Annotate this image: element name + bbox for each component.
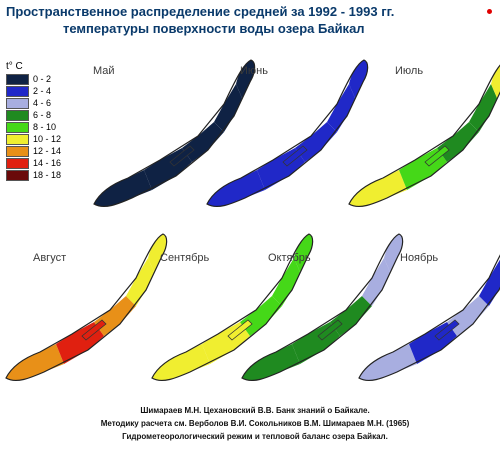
- lake-shoreline: [348, 64, 500, 208]
- legend-item: 12 - 14: [6, 145, 68, 157]
- lake-map: [5, 233, 168, 382]
- temperature-zone: [240, 296, 282, 336]
- legend-label: 0 - 2: [33, 74, 52, 84]
- lake-map: [348, 64, 500, 208]
- north-basin-zone: [294, 234, 313, 272]
- month-label: Ноябрь: [400, 252, 438, 264]
- temperature-zone: [447, 296, 489, 336]
- legend-swatch: [6, 85, 29, 97]
- olkhon-island: [424, 145, 450, 167]
- red-dot-marker: [487, 9, 492, 14]
- temperature-zone: [362, 258, 390, 306]
- month-label: Август: [33, 252, 66, 264]
- legend-swatch: [6, 145, 29, 157]
- north-basin-zone: [236, 60, 255, 98]
- temperature-zone: [182, 122, 224, 162]
- olkhon-island: [282, 145, 308, 167]
- temperature-zone: [6, 344, 64, 381]
- legend: t° C 0 - 2 2 - 4 4 - 6 6 - 8 8 - 10 10 -…: [6, 60, 68, 181]
- temperature-zone: [349, 170, 407, 207]
- credits: Шимараев М.Н. Цехановский В.В. Банк знан…: [20, 404, 490, 443]
- month-label: Июнь: [240, 65, 268, 77]
- legend-item: 8 - 10: [6, 121, 68, 133]
- lake-map: [206, 59, 369, 208]
- temperature-zone: [330, 296, 372, 336]
- lake-map: [93, 59, 256, 208]
- temperature-zone: [295, 122, 337, 162]
- lake-shoreline: [151, 233, 314, 382]
- legend-label: 6 - 8: [33, 110, 52, 120]
- month-label: Май: [93, 65, 115, 77]
- legend-label: 10 - 12: [33, 134, 62, 144]
- lake-shoreline: [358, 254, 500, 382]
- temperature-zone: [207, 170, 265, 207]
- legend-item: 4 - 6: [6, 97, 68, 109]
- legend-swatch: [6, 121, 29, 133]
- legend-label: 4 - 6: [33, 98, 52, 108]
- legend-label: 18 - 18: [33, 170, 62, 180]
- legend-swatch: [6, 169, 29, 181]
- lake-map: [241, 233, 404, 382]
- lake-shoreline: [206, 59, 369, 208]
- temperature-zone: [152, 344, 210, 381]
- credit-line: Шимараев М.Н. Цехановский В.В. Банк знан…: [140, 406, 370, 415]
- temperature-zone: [94, 296, 136, 336]
- temperature-zone: [327, 84, 355, 132]
- legend-swatch: [6, 109, 29, 121]
- north-basin-zone: [148, 234, 167, 272]
- olkhon-island: [81, 319, 107, 341]
- legend-item: 2 - 4: [6, 85, 68, 97]
- legend-item: 14 - 16: [6, 157, 68, 169]
- north-basin-zone: [491, 65, 500, 98]
- lake-shoreline: [5, 233, 168, 382]
- legend-swatch: [6, 73, 29, 85]
- temperature-zone: [437, 122, 479, 162]
- map-title: Пространственное распределение средней з…: [6, 3, 486, 37]
- legend-item: 0 - 2: [6, 73, 68, 85]
- month-label: Сентябрь: [160, 252, 210, 264]
- temperature-zone: [469, 84, 497, 132]
- temperature-zone: [214, 84, 242, 132]
- lake-shoreline: [93, 59, 256, 208]
- north-basin-zone: [384, 234, 403, 272]
- legend-swatch: [6, 97, 29, 109]
- legend-label: 2 - 4: [33, 86, 52, 96]
- title-line-1: Пространственное распределение средней з…: [6, 4, 395, 19]
- legend-label: 14 - 16: [33, 158, 62, 168]
- temperature-zone: [242, 344, 300, 381]
- temperature-zone: [94, 170, 152, 207]
- legend-swatch: [6, 133, 29, 145]
- legend-label: 8 - 10: [33, 122, 57, 132]
- credit-line: Методику расчета см. Верболов В.И. Сокол…: [100, 419, 410, 428]
- olkhon-island: [169, 145, 195, 167]
- legend-swatch: [6, 157, 29, 169]
- lake-map: [151, 233, 314, 382]
- olkhon-island: [434, 319, 460, 341]
- lake-map: [358, 254, 500, 382]
- legend-item: 10 - 12: [6, 133, 68, 145]
- temperature-zone: [272, 258, 300, 306]
- olkhon-island: [317, 319, 343, 341]
- credit-line: Гидрометеорологический режим и тепловой …: [122, 432, 388, 441]
- title-line-2: температуры поверхности воды озера Байка…: [63, 21, 365, 36]
- north-basin-zone: [349, 60, 368, 98]
- month-label: Июль: [395, 65, 423, 77]
- olkhon-island: [227, 319, 253, 341]
- legend-unit: t° C: [6, 61, 23, 72]
- temperature-zone: [359, 344, 417, 381]
- legend-item: 6 - 8: [6, 109, 68, 121]
- temperature-zone: [479, 259, 500, 306]
- legend-item: 18 - 18: [6, 169, 68, 181]
- legend-label: 12 - 14: [33, 146, 62, 156]
- lake-shoreline: [241, 233, 404, 382]
- temperature-zone: [126, 258, 154, 306]
- month-label: Октябрь: [268, 252, 311, 264]
